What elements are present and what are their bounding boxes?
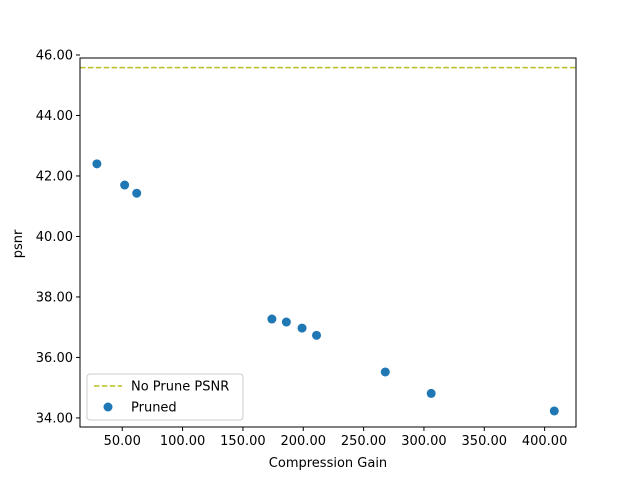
x-tick-label: 250.00 bbox=[341, 434, 387, 449]
y-tick-label: 42.00 bbox=[36, 169, 73, 184]
data-point bbox=[132, 188, 142, 198]
data-point bbox=[297, 323, 307, 333]
data-point bbox=[120, 180, 130, 190]
data-point bbox=[380, 367, 390, 377]
data-point bbox=[549, 406, 559, 416]
x-tick-label: 400.00 bbox=[522, 434, 568, 449]
x-tick-label: 200.00 bbox=[281, 434, 327, 449]
data-point bbox=[267, 314, 277, 324]
data-point bbox=[92, 159, 102, 169]
x-axis-label: Compression Gain bbox=[269, 456, 387, 471]
axes-frame bbox=[79, 57, 577, 428]
data-point bbox=[312, 330, 322, 340]
legend-label-reference: No Prune PSNR bbox=[131, 380, 229, 395]
y-tick-label: 34.00 bbox=[36, 411, 73, 426]
legend-label-pruned: Pruned bbox=[131, 401, 177, 416]
x-tick-label: 50.00 bbox=[104, 434, 141, 449]
y-axis-label: psnr bbox=[11, 229, 26, 258]
x-tick-label: 100.00 bbox=[160, 434, 206, 449]
y-tick-label: 40.00 bbox=[36, 230, 73, 245]
y-tick-label: 46.00 bbox=[36, 48, 73, 63]
x-tick-label: 300.00 bbox=[401, 434, 447, 449]
x-axis: 50.00 100.00 150.00 200.00 250.00 300.00 350.0… bbox=[104, 427, 568, 449]
data-point bbox=[281, 317, 291, 327]
legend-frame bbox=[86, 373, 244, 421]
x-tick-label: 150.00 bbox=[220, 434, 266, 449]
y-tick-label: 44.00 bbox=[36, 109, 73, 124]
plot-area bbox=[79, 57, 577, 428]
x-tick-label: 350.00 bbox=[462, 434, 508, 449]
y-axis: 34.00 36.00 38.00 40.00 42.00 44.00 46.00 bbox=[36, 48, 80, 426]
y-tick-label: 38.00 bbox=[36, 290, 73, 305]
y-tick-label: 36.00 bbox=[36, 351, 73, 366]
data-point bbox=[426, 388, 436, 398]
legend-pruned-marker bbox=[103, 402, 113, 412]
legend: No Prune PSNR Pruned bbox=[86, 373, 244, 421]
